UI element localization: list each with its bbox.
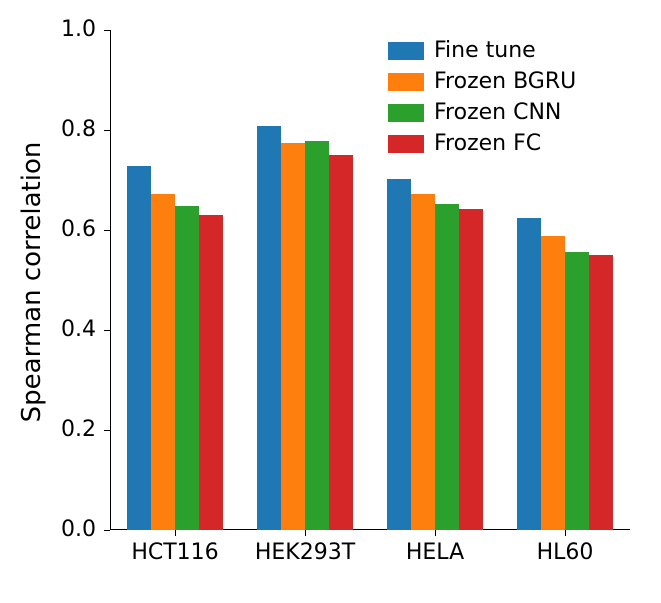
legend-row: Frozen BGRU	[388, 69, 576, 94]
legend: Fine tune Frozen BGRU Frozen CNN Frozen FC	[388, 38, 576, 162]
legend-label: Frozen BGRU	[434, 69, 576, 94]
legend-row: Frozen FC	[388, 131, 576, 156]
legend-swatch	[388, 104, 424, 122]
legend-row: Fine tune	[388, 38, 576, 63]
ytick-label: 0.6	[0, 217, 96, 242]
bar	[175, 206, 199, 531]
xtick-label: HCT116	[100, 540, 250, 565]
bar	[281, 143, 305, 531]
bar	[329, 155, 353, 530]
bar	[589, 255, 613, 530]
xtick-label: HELA	[360, 540, 510, 565]
xtick-mark	[305, 530, 306, 536]
ytick-label: 1.0	[0, 17, 96, 42]
legend-row: Frozen CNN	[388, 100, 576, 125]
xtick-mark	[175, 530, 176, 536]
legend-label: Frozen CNN	[434, 100, 561, 125]
bar	[387, 179, 411, 531]
bar	[517, 218, 541, 530]
xtick-mark	[565, 530, 566, 536]
legend-swatch	[388, 73, 424, 91]
legend-swatch	[388, 135, 424, 153]
bar	[257, 126, 281, 530]
legend-label: Fine tune	[434, 38, 536, 63]
ytick-mark	[104, 430, 110, 431]
legend-label: Frozen FC	[434, 131, 541, 156]
ytick-label: 0.8	[0, 117, 96, 142]
ytick-mark	[104, 130, 110, 131]
bar	[199, 215, 223, 530]
ytick-mark	[104, 230, 110, 231]
xtick-mark	[435, 530, 436, 536]
ytick-mark	[104, 330, 110, 331]
bar	[565, 252, 589, 531]
legend-swatch	[388, 42, 424, 60]
y-axis-label: Spearman correlation	[17, 122, 47, 442]
bar	[541, 236, 565, 530]
bar	[435, 204, 459, 531]
bar	[459, 209, 483, 531]
ytick-label: 0.4	[0, 317, 96, 342]
xtick-label: HL60	[490, 540, 640, 565]
ytick-mark	[104, 30, 110, 31]
bar	[127, 166, 151, 530]
bar	[151, 194, 175, 530]
xtick-label: HEK293T	[230, 540, 380, 565]
chart-root: Spearman correlation Fine tune Frozen BGR…	[0, 0, 661, 603]
ytick-label: 0.2	[0, 417, 96, 442]
bar	[411, 194, 435, 530]
bar	[305, 141, 329, 530]
ytick-label: 0.0	[0, 517, 96, 542]
ytick-mark	[104, 530, 110, 531]
